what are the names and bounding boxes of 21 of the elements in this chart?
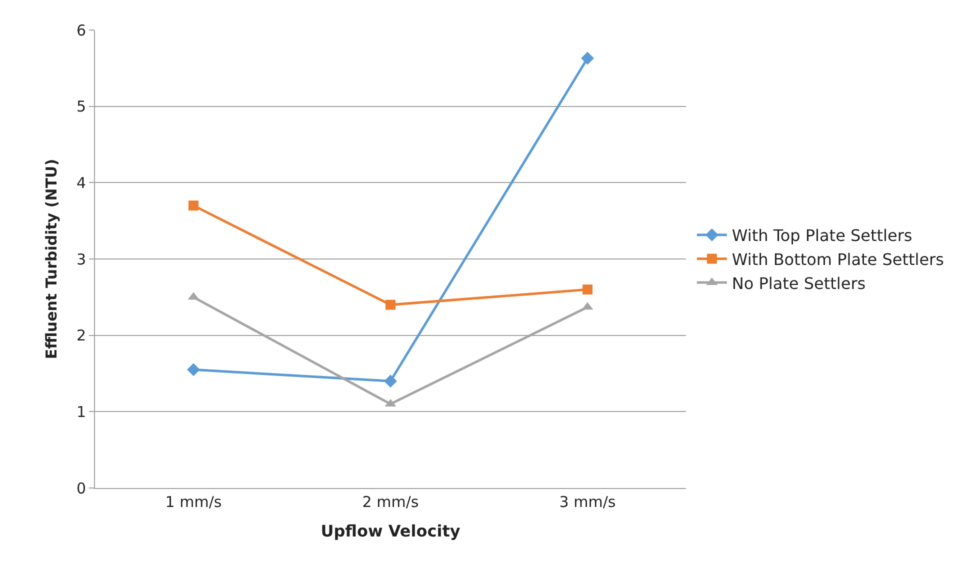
legend-label: With Bottom Plate Settlers: [732, 250, 944, 269]
x-tick-label: 2 mm/s: [362, 493, 419, 511]
y-tick-label: 0: [76, 479, 86, 498]
y-tick-label: 5: [76, 98, 86, 116]
legend-label: No Plate Settlers: [732, 274, 866, 293]
y-tick-label: 2: [76, 326, 86, 345]
point: [582, 284, 592, 295]
x-tick-label: 1 mm/s: [165, 493, 222, 511]
y-tick-label: 4: [76, 174, 86, 192]
point: [384, 374, 397, 388]
y-tick-label: 6: [76, 21, 86, 40]
y-axis-title: Effluent Turbidity (NTU): [42, 158, 61, 360]
x-axis-title: Upflow Velocity: [320, 522, 461, 541]
point: [187, 363, 200, 376]
x-tick-label: 3 mm/s: [559, 493, 616, 511]
y-tick-label: 1: [76, 402, 86, 421]
point: [386, 300, 396, 310]
point: [188, 200, 198, 211]
point: [581, 52, 594, 65]
y-tick-label: 3: [76, 250, 86, 268]
legend-label: With Top Plate Settlers: [732, 226, 912, 246]
